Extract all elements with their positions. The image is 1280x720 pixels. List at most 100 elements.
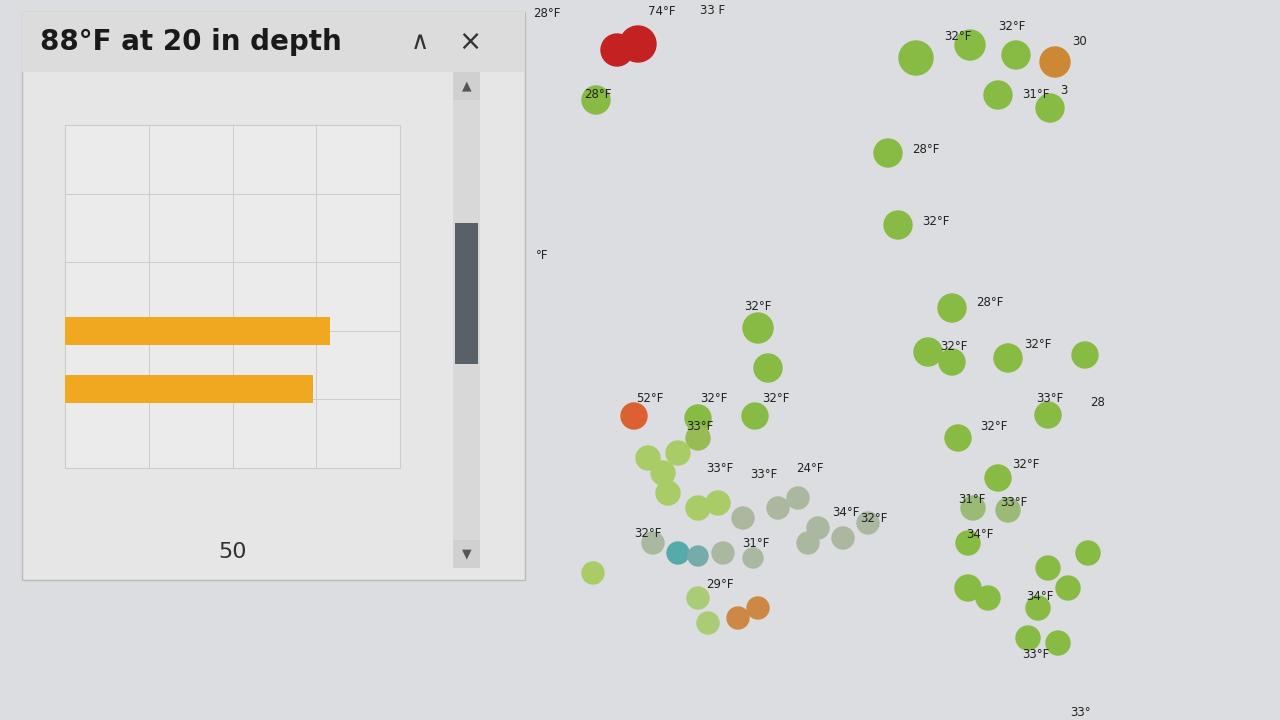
Text: 32°F: 32°F xyxy=(860,512,887,525)
Circle shape xyxy=(742,403,768,429)
Text: ▼: ▼ xyxy=(462,547,471,560)
Circle shape xyxy=(1039,47,1070,77)
Circle shape xyxy=(955,575,980,601)
Text: 32°F: 32°F xyxy=(1012,458,1039,471)
Circle shape xyxy=(636,446,660,470)
Circle shape xyxy=(961,496,986,520)
Circle shape xyxy=(986,465,1011,491)
Circle shape xyxy=(666,441,690,465)
Text: 32°F: 32°F xyxy=(940,340,968,353)
Circle shape xyxy=(787,487,809,509)
Text: 28°F: 28°F xyxy=(911,143,940,156)
Circle shape xyxy=(727,607,749,629)
Text: 28: 28 xyxy=(1091,396,1105,409)
Circle shape xyxy=(1036,556,1060,580)
Circle shape xyxy=(748,597,769,619)
Text: 33°F: 33°F xyxy=(1000,496,1028,509)
Text: 32°F: 32°F xyxy=(744,300,772,313)
Circle shape xyxy=(742,313,773,343)
Text: 88°F at 20 in depth: 88°F at 20 in depth xyxy=(40,28,342,56)
Circle shape xyxy=(767,497,788,519)
Circle shape xyxy=(621,403,646,429)
Text: 32°F: 32°F xyxy=(945,30,972,43)
Circle shape xyxy=(582,562,604,584)
Bar xyxy=(22,12,525,72)
Circle shape xyxy=(1016,626,1039,650)
Text: 32°F: 32°F xyxy=(634,527,662,540)
Text: 33°F: 33°F xyxy=(1021,648,1050,661)
Text: 32°F: 32°F xyxy=(922,215,950,228)
Bar xyxy=(454,223,477,364)
Circle shape xyxy=(742,548,763,568)
Circle shape xyxy=(582,86,611,114)
Text: 32°F: 32°F xyxy=(980,420,1007,433)
Bar xyxy=(65,375,312,403)
Circle shape xyxy=(1046,631,1070,655)
Text: 24°F: 24°F xyxy=(796,462,823,475)
Bar xyxy=(65,125,399,468)
Circle shape xyxy=(955,30,986,60)
Text: 33°F: 33°F xyxy=(750,468,777,481)
Text: 28°F: 28°F xyxy=(584,88,612,101)
Text: ∧: ∧ xyxy=(411,30,429,54)
Text: 28°F: 28°F xyxy=(977,296,1004,309)
Circle shape xyxy=(858,512,879,534)
Circle shape xyxy=(602,34,634,66)
Circle shape xyxy=(797,532,819,554)
Text: ▲: ▲ xyxy=(462,79,471,92)
Circle shape xyxy=(806,517,829,539)
Text: 50: 50 xyxy=(219,542,247,562)
Circle shape xyxy=(984,81,1012,109)
Text: 34°F: 34°F xyxy=(832,506,859,519)
Circle shape xyxy=(1036,94,1064,122)
Circle shape xyxy=(686,496,710,520)
Text: 30: 30 xyxy=(1073,35,1087,48)
Text: 32°F: 32°F xyxy=(1024,338,1051,351)
Circle shape xyxy=(689,546,708,566)
Circle shape xyxy=(995,344,1021,372)
Circle shape xyxy=(687,587,709,609)
Circle shape xyxy=(874,139,902,167)
Circle shape xyxy=(1027,596,1050,620)
Circle shape xyxy=(667,542,689,564)
Text: 32°F: 32°F xyxy=(700,392,727,405)
Text: 32°F: 32°F xyxy=(762,392,790,405)
Bar xyxy=(453,540,480,568)
Bar xyxy=(65,317,330,345)
Circle shape xyxy=(1073,342,1098,368)
Text: 31°F: 31°F xyxy=(957,493,986,506)
Text: 33°F: 33°F xyxy=(686,420,713,433)
Text: 52°F: 52°F xyxy=(636,392,663,405)
Circle shape xyxy=(732,507,754,529)
Circle shape xyxy=(652,461,675,485)
Bar xyxy=(453,72,480,100)
Text: ×: × xyxy=(458,28,481,56)
Circle shape xyxy=(643,532,664,554)
Bar xyxy=(22,12,525,580)
Circle shape xyxy=(620,26,657,62)
Text: °F: °F xyxy=(536,249,549,262)
Circle shape xyxy=(754,354,782,382)
Circle shape xyxy=(956,531,980,555)
Circle shape xyxy=(914,338,942,366)
Text: 33°: 33° xyxy=(1070,706,1091,719)
Circle shape xyxy=(884,211,911,239)
Circle shape xyxy=(1036,402,1061,428)
Text: 31°F: 31°F xyxy=(742,537,769,550)
Circle shape xyxy=(698,612,719,634)
Circle shape xyxy=(712,542,733,564)
Circle shape xyxy=(945,425,972,451)
Circle shape xyxy=(938,294,966,322)
Text: 34°F: 34°F xyxy=(966,528,993,541)
Circle shape xyxy=(899,41,933,75)
Circle shape xyxy=(1002,41,1030,69)
Bar xyxy=(453,72,480,568)
Text: 34°F: 34°F xyxy=(1027,590,1053,603)
Circle shape xyxy=(1076,541,1100,565)
Text: 33°F: 33°F xyxy=(1036,392,1064,405)
Circle shape xyxy=(940,349,965,375)
Circle shape xyxy=(657,481,680,505)
Text: 32°F: 32°F xyxy=(998,20,1025,33)
Circle shape xyxy=(685,405,710,431)
Circle shape xyxy=(1056,576,1080,600)
